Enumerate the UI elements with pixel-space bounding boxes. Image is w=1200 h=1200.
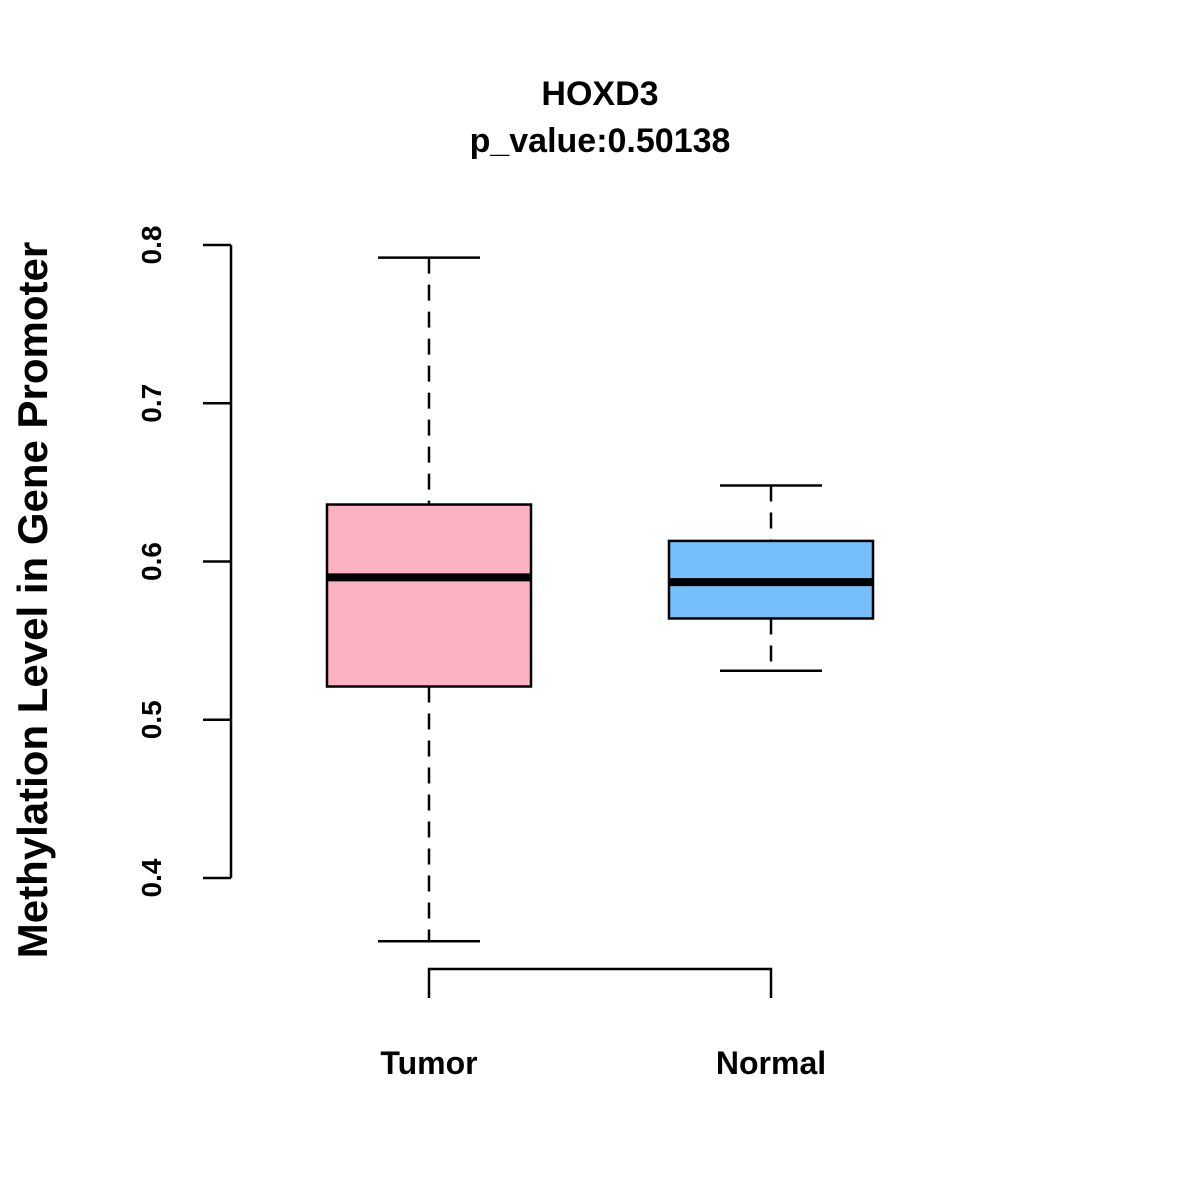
- iqr-box: [325, 503, 533, 688]
- box-normal: [667, 484, 875, 672]
- x-tick-label: Tumor: [380, 1045, 477, 1081]
- y-axis-label: Methylation Level in Gene Promoter: [9, 242, 56, 958]
- y-axis: 0.4 0.5 0.6 0.7 0.8: [136, 226, 233, 897]
- y-tick-label: 0.5: [136, 700, 167, 739]
- boxes: [325, 256, 875, 943]
- x-axis: Tumor Normal: [380, 967, 826, 1081]
- chart-title: HOXD3: [541, 75, 658, 113]
- x-axis-line: [427, 967, 773, 998]
- box-tumor: [325, 256, 533, 943]
- y-tick-label: 0.6: [136, 542, 167, 581]
- y-tick-label: 0.8: [136, 226, 167, 265]
- y-tick-label: 0.4: [136, 858, 167, 897]
- x-tick-label: Normal: [716, 1045, 826, 1081]
- y-tick-label: 0.7: [136, 384, 167, 423]
- chart-subtitle: p_value:0.50138: [470, 122, 731, 160]
